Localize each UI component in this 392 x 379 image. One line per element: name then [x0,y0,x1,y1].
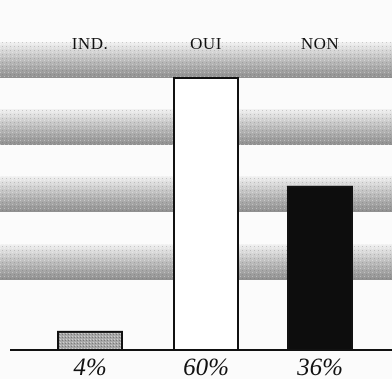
gridline-band-texture-1 [0,42,392,78]
value-label-ind: 4% [73,354,106,379]
value-label-oui: 60% [183,354,229,379]
category-labels: IND. OUI NON [72,34,339,53]
value-labels: 4% 60% 36% [73,354,343,379]
category-label-ind: IND. [72,34,108,53]
category-label-oui: OUI [190,34,222,53]
bars [57,77,353,352]
value-label-non: 36% [296,354,343,379]
bar-non [287,185,353,351]
bar-oui [173,77,239,351]
bar-ind [57,330,123,352]
category-label-non: NON [301,34,339,53]
